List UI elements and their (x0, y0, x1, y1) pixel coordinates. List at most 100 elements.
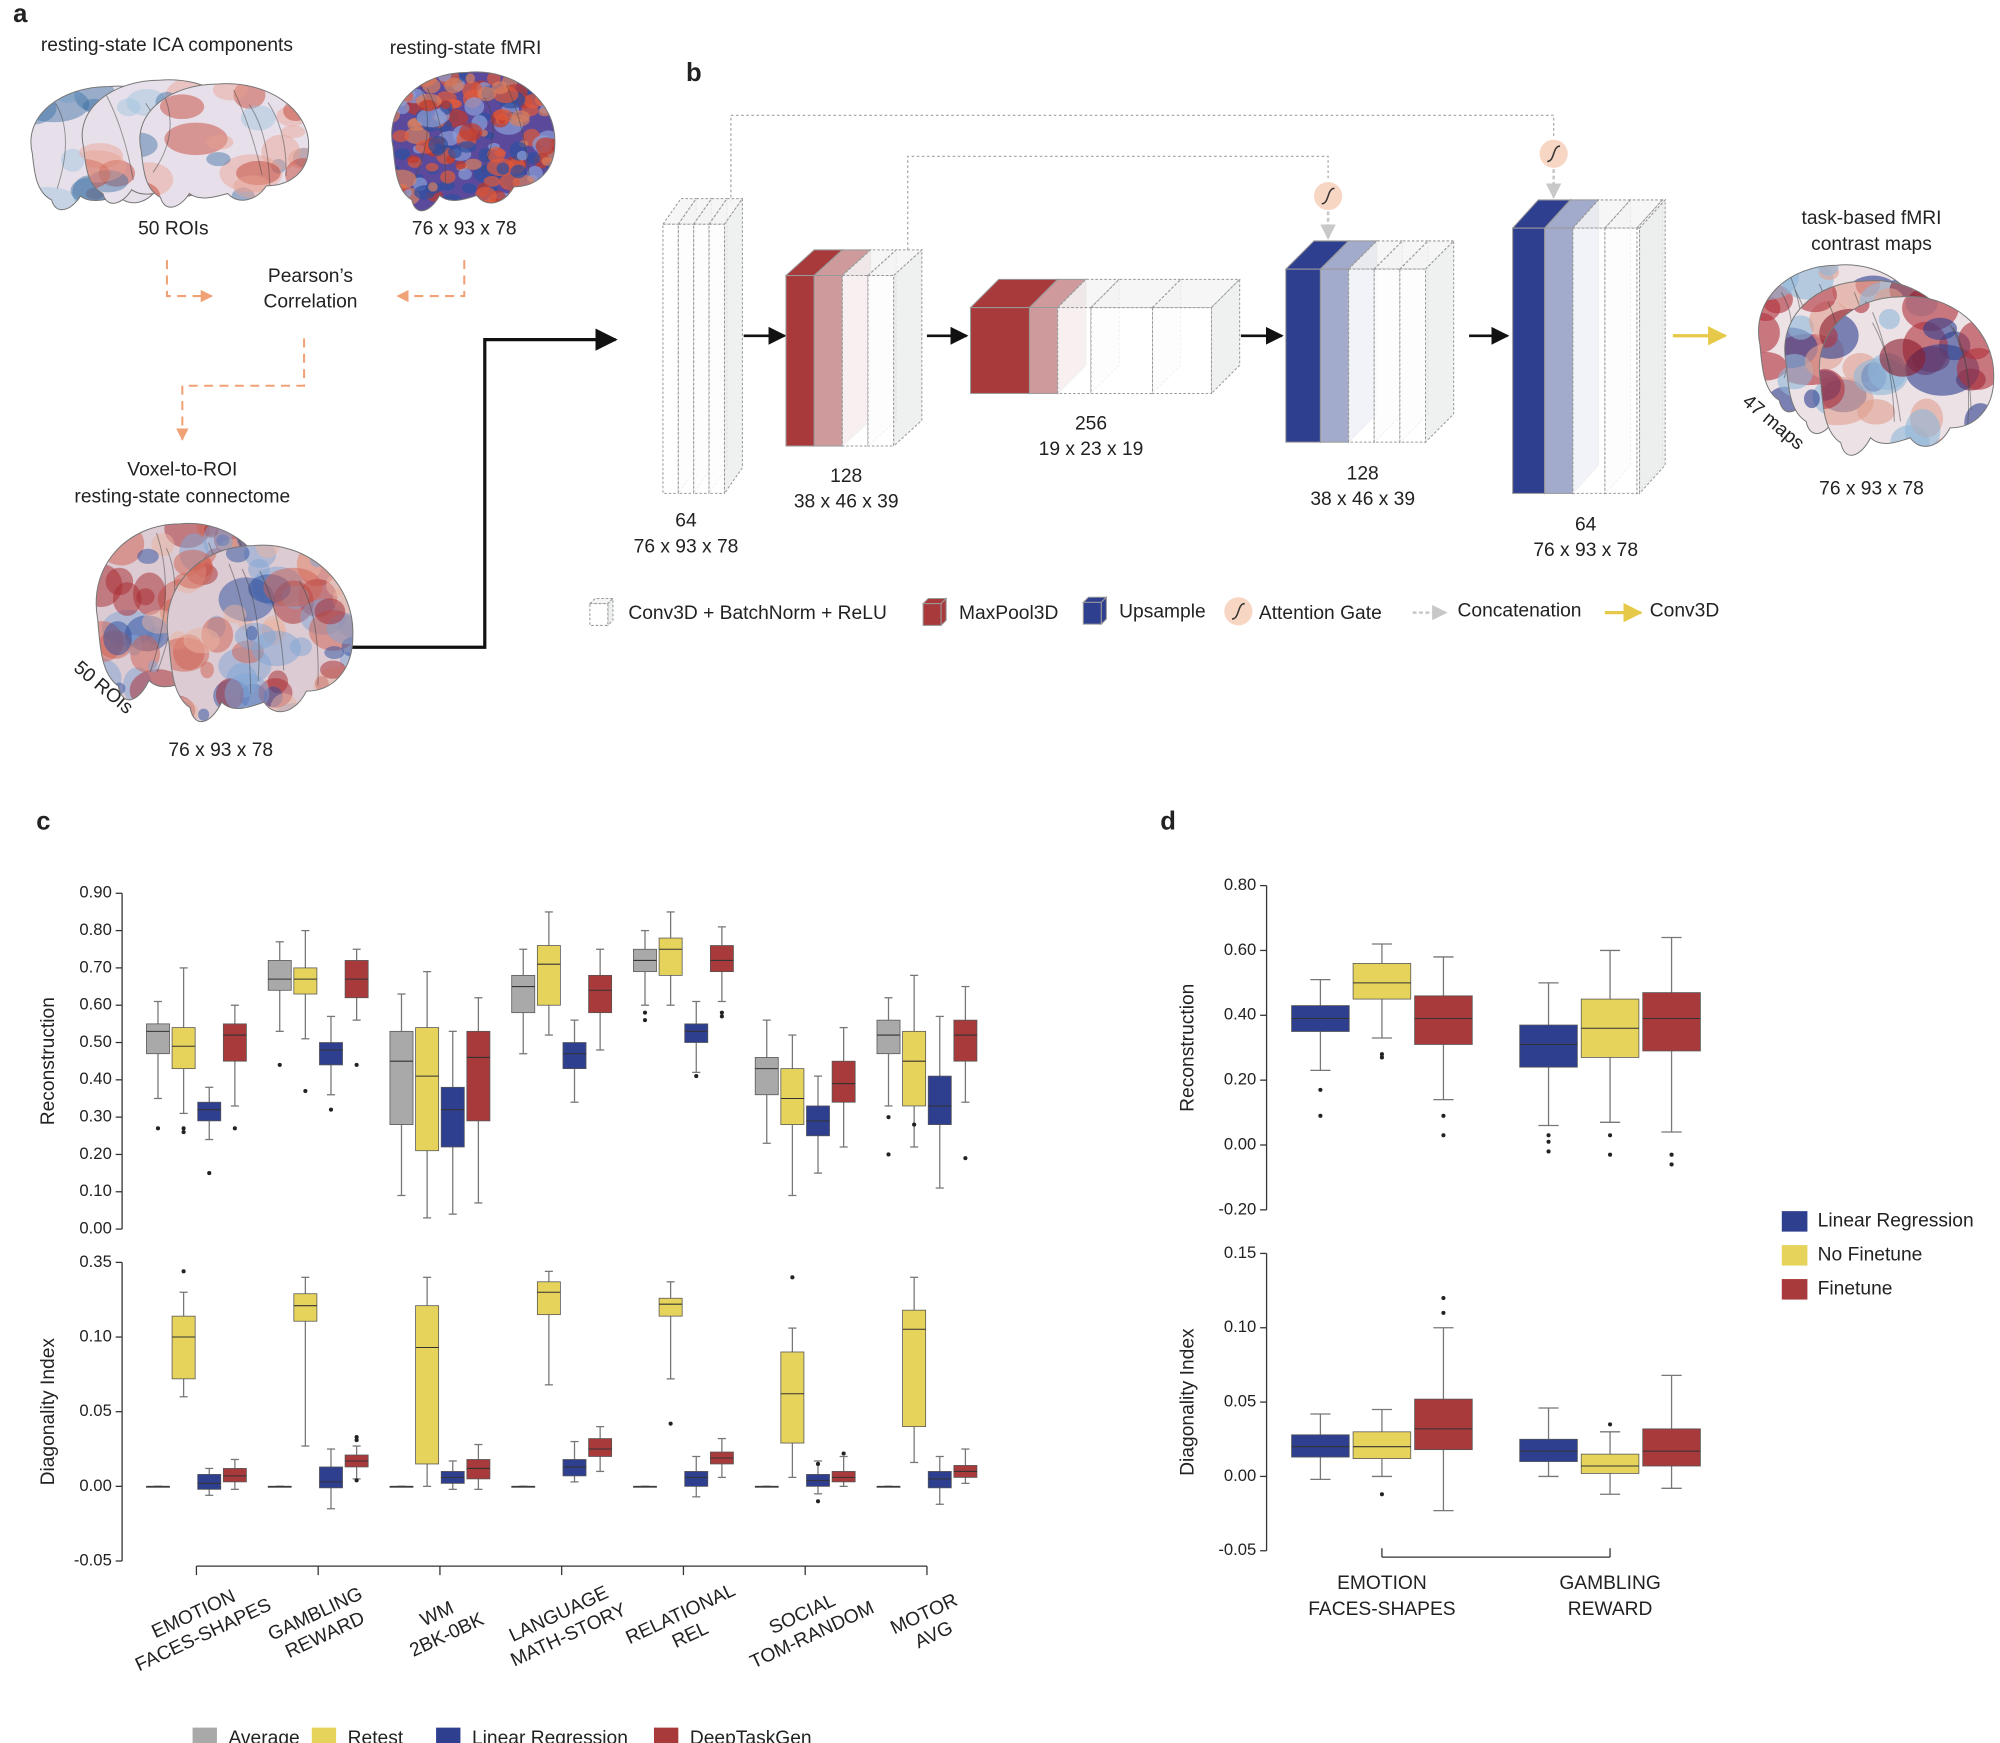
blob (183, 627, 220, 654)
layer-block (1284, 239, 1455, 444)
blob (391, 80, 400, 91)
blob (309, 549, 326, 568)
legend: Linear Regression No Finetune Finetune (1781, 1210, 1974, 1300)
y-tick-label: 0.10 (79, 1326, 111, 1345)
box (684, 1000, 709, 1079)
sulcus (260, 571, 284, 671)
x-tick-label-line: REWARD (1568, 1599, 1653, 1620)
legend-label: Retest (348, 1728, 404, 1743)
slab-side (607, 597, 614, 627)
blob (288, 147, 309, 170)
slab-front (970, 307, 1030, 394)
box (319, 1448, 343, 1510)
outlier (1546, 1139, 1551, 1144)
outlier (181, 1269, 186, 1274)
blob (167, 696, 199, 722)
layer-block (661, 197, 744, 496)
blob (1765, 268, 1780, 284)
blob (516, 150, 528, 161)
blob (496, 162, 510, 175)
layer-slab (1398, 239, 1455, 444)
y-tick-label: -0.20 (1218, 1199, 1256, 1218)
legend-swatch (653, 1727, 679, 1743)
sulcus (153, 91, 170, 172)
blob (419, 99, 437, 112)
slab-front (1544, 227, 1574, 494)
box (267, 1485, 292, 1488)
blob (98, 523, 145, 566)
outlier (886, 1115, 891, 1120)
y-tick-label: 0.20 (79, 1144, 111, 1163)
box (415, 970, 440, 1219)
legend-swatch (311, 1727, 337, 1743)
blob (521, 186, 531, 197)
skip-connections (730, 114, 1555, 250)
box-body (293, 967, 318, 995)
box (658, 911, 683, 1006)
box-body (709, 945, 734, 973)
blob (406, 155, 420, 164)
blob (526, 152, 541, 165)
sulcus (507, 85, 530, 176)
block-channels: 128 (830, 466, 862, 487)
legend-label: Attention Gate (1259, 603, 1382, 624)
sulcus (415, 82, 427, 176)
blob (493, 108, 513, 121)
blob (271, 159, 286, 174)
legend: Average Retest Linear Regression DeepTaskGe… (192, 1727, 812, 1743)
blob (459, 123, 483, 142)
box (1580, 1422, 1640, 1495)
box-body (684, 1471, 709, 1487)
blob (1758, 295, 1781, 322)
box-body (415, 1027, 440, 1152)
legend-label: Linear Regression (472, 1728, 628, 1743)
block-size: 76 x 93 x 78 (634, 536, 739, 557)
blob (462, 183, 477, 194)
outlier (354, 1435, 359, 1440)
blob (103, 621, 132, 656)
blob (223, 604, 247, 624)
box-body (440, 1086, 465, 1148)
block-size: 38 x 46 x 39 (1310, 489, 1415, 510)
outlier (354, 1062, 359, 1067)
slab-front (1399, 268, 1427, 443)
box-chart: -0.05 0.00 0.05 0.10 0.35 Diagonality Index EM… (38, 1252, 978, 1676)
outlier (354, 1438, 359, 1443)
slab-front (708, 223, 725, 494)
sulcus (150, 533, 165, 672)
blob (394, 148, 411, 160)
outlier (1607, 1422, 1613, 1427)
gate-sigmoid (1547, 145, 1561, 163)
sulcus (242, 569, 259, 681)
box (876, 997, 901, 1157)
blob (440, 99, 451, 110)
box-body (831, 1060, 856, 1103)
brain-image (379, 64, 562, 217)
blob (510, 164, 527, 179)
blob (483, 175, 501, 187)
blob (464, 97, 485, 116)
blob (433, 203, 446, 211)
box (1352, 943, 1412, 1060)
box-body (536, 945, 561, 1006)
box (1642, 936, 1701, 1167)
outlier (354, 1478, 359, 1483)
panel-label: b (686, 59, 702, 87)
box (754, 1019, 779, 1144)
blob (206, 134, 234, 150)
panel-label: a (13, 0, 28, 28)
blob (1758, 312, 1780, 353)
slab-front (785, 275, 815, 447)
box (1291, 978, 1350, 1118)
box (344, 1435, 369, 1483)
blob (96, 523, 119, 557)
output-title: contrast maps (1811, 234, 1932, 255)
outlier (963, 1156, 968, 1161)
box-body (536, 1281, 561, 1316)
box-body (415, 1305, 440, 1465)
blob (448, 145, 462, 159)
